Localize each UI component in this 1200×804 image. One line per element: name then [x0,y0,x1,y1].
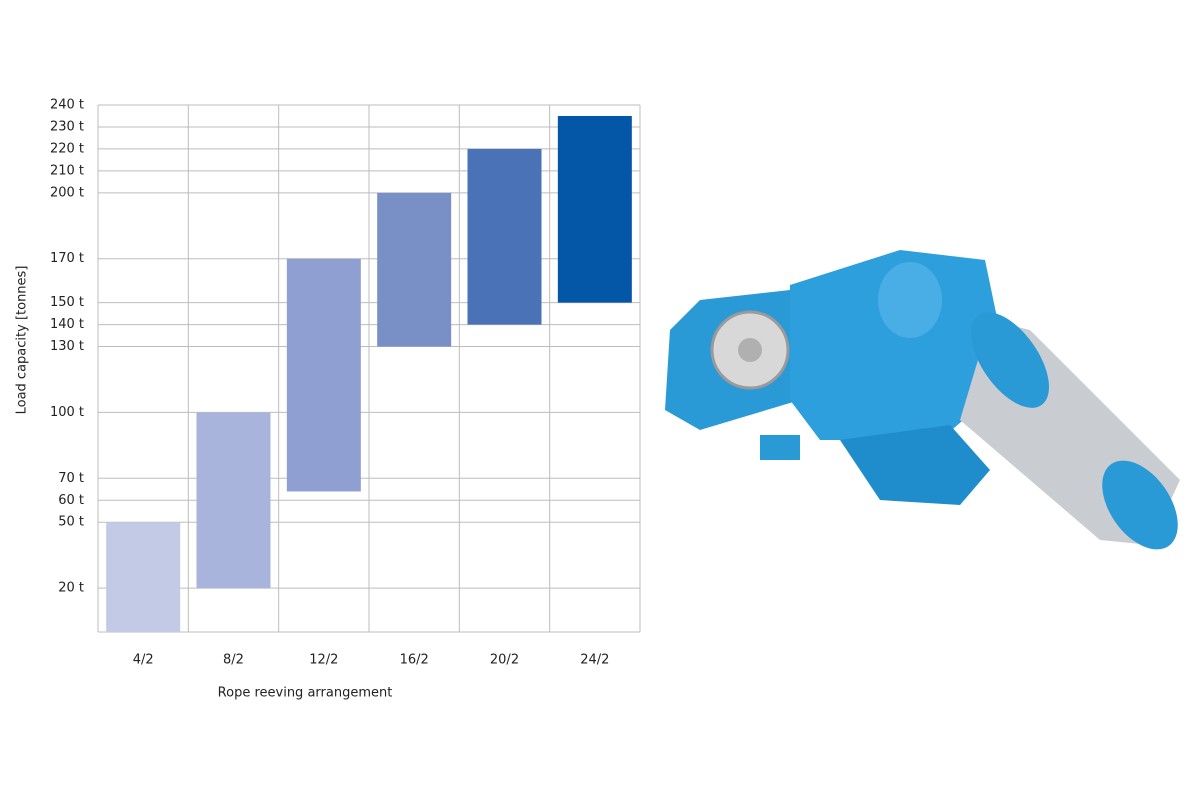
x-tick-label: 12/2 [309,653,338,668]
bar [557,115,632,303]
gearbox [790,250,1010,440]
y-tick-label: 210 t [50,163,84,178]
bar [377,192,452,347]
y-tick-label: 100 t [50,405,84,420]
y-tick-label: 70 t [58,471,84,486]
y-axis-label: Load capacity [tonnes] [15,266,30,415]
bar [286,258,361,492]
bar [467,148,542,325]
bar [196,412,271,589]
motor [840,425,990,505]
plot-area: 20 t 50 t 60 t 70 t 100 t 130 t 140 t 150 t 170 … [50,98,641,668]
y-tick-label: 60 t [58,493,84,508]
x-tick-label: 16/2 [400,653,429,668]
mounting-foot [760,435,800,460]
x-tick-label: 24/2 [580,653,609,668]
x-tick-label: 20/2 [490,653,519,668]
y-tick-label: 150 t [50,295,84,310]
y-tick-label: 240 t [50,98,84,113]
y-tick-label: 230 t [50,119,84,134]
y-tick-label: 50 t [58,515,84,530]
winch-illustration [665,250,1180,550]
bar [106,522,181,632]
y-tick-label: 140 t [50,317,84,332]
gearbox-cover [878,262,942,338]
disc-hub [738,338,762,362]
y-tick-label: 200 t [50,185,84,200]
x-tick-label: 8/2 [223,653,244,668]
y-tick-label: 130 t [50,339,84,354]
drum-end-flange [1102,460,1178,550]
x-axis-label: Rope reeving arrangement [218,686,393,701]
y-tick-label: 220 t [50,141,84,156]
drum-flange [970,312,1050,408]
x-tick-label: 4/2 [133,653,154,668]
y-tick-label: 170 t [50,251,84,266]
y-tick-label: 20 t [58,581,84,596]
